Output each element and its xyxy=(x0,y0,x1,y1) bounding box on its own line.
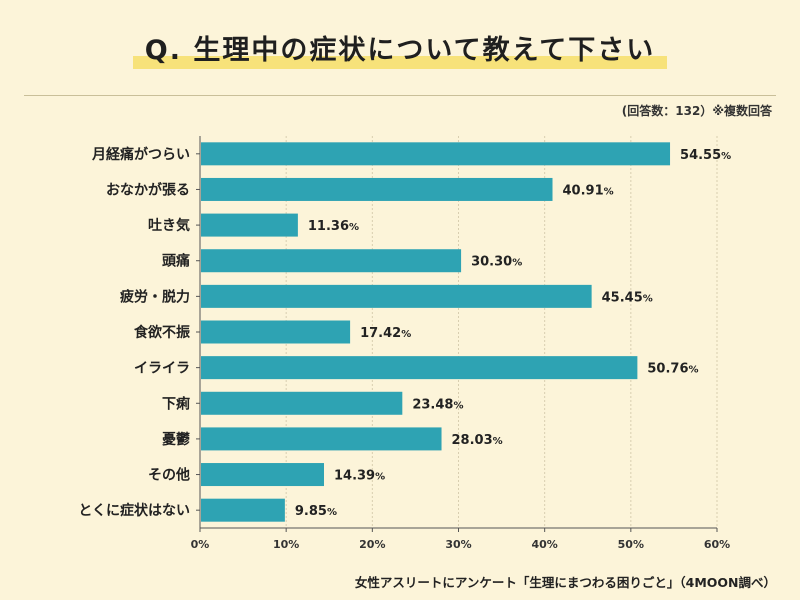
value-label: 14.39% xyxy=(334,469,385,484)
category-label: イライラ xyxy=(134,361,190,377)
category-label: 月経痛がつらい xyxy=(91,146,190,163)
value-label: 11.36% xyxy=(308,219,359,234)
title-wrap: Q. 生理中の症状について教えて下さい xyxy=(0,28,800,69)
category-label: 憂鬱 xyxy=(162,431,190,448)
bar xyxy=(201,498,285,522)
bar xyxy=(201,356,638,380)
bar xyxy=(201,213,298,237)
category-label: 下痢 xyxy=(162,395,190,412)
category-label: 吐き気 xyxy=(148,217,190,234)
bar xyxy=(201,427,442,451)
value-label: 54.55% xyxy=(680,148,731,163)
x-tick-label: 30% xyxy=(445,538,471,551)
value-label: 45.45% xyxy=(602,290,653,305)
bar xyxy=(201,391,403,415)
x-tick-label: 20% xyxy=(359,538,385,551)
category-label: とくに症状はない xyxy=(78,502,190,519)
value-label: 40.91% xyxy=(563,183,614,198)
category-label: 頭痛 xyxy=(162,253,190,270)
bar xyxy=(201,177,553,201)
value-label: 30.30% xyxy=(471,255,522,270)
value-label: 23.48% xyxy=(412,397,463,412)
x-tick-label: 0% xyxy=(191,538,210,551)
value-label: 50.76% xyxy=(647,362,698,377)
x-tick-label: 40% xyxy=(531,538,557,551)
source-caption: 女性アスリートにアンケート「生理にまつわる困りごと」（4MOON調べ） xyxy=(354,575,776,590)
x-tick-label: 10% xyxy=(273,538,299,551)
x-tick-label: 60% xyxy=(704,538,730,551)
bar xyxy=(201,142,671,166)
x-tick-label: 50% xyxy=(618,538,644,551)
value-label: 9.85% xyxy=(295,504,337,519)
category-label: 食欲不振 xyxy=(134,324,190,341)
bar xyxy=(201,320,351,344)
value-label: 17.42% xyxy=(360,326,411,341)
bar xyxy=(201,463,324,487)
category-label: 疲労・脱力 xyxy=(120,288,190,305)
value-label: 28.03% xyxy=(452,433,503,448)
bar xyxy=(201,249,462,273)
bar xyxy=(201,284,592,308)
category-label: おなかが張る xyxy=(106,181,190,198)
response-note: (回答数：132）※複数回答 xyxy=(621,104,772,118)
title-divider xyxy=(24,95,776,96)
category-label: その他 xyxy=(148,467,190,484)
chart-title: Q. 生理中の症状について教えて下さい xyxy=(132,28,668,69)
